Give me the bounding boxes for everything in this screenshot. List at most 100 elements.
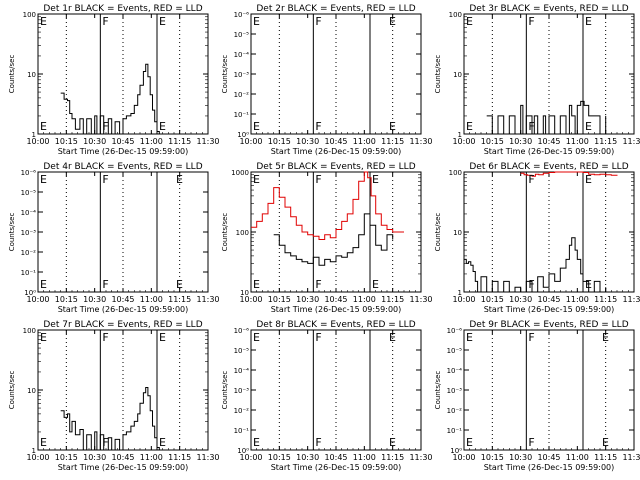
y-tick-label: 100 (236, 229, 249, 237)
x-tick-label: 10:00 (26, 453, 49, 462)
marker-label: E (159, 436, 166, 449)
chart-panel: Det 2r BLACK = Events, RED = LLD 10:00 10:… (221, 4, 433, 156)
marker-label: E (602, 436, 609, 449)
x-axis-label: Start Time (26-Dec-15 09:59:00) (271, 463, 402, 472)
marker-label: E (253, 331, 260, 344)
x-tick-label: 11:00 (140, 453, 163, 462)
marker-label: E (40, 278, 47, 291)
series-line (273, 213, 394, 266)
x-tick-label: 11:00 (566, 137, 589, 146)
x-tick-label: 10:45 (537, 295, 560, 304)
series-line (486, 100, 607, 135)
x-tick-label: 10:30 (296, 137, 319, 146)
y-tick-label: 10⁻³ (234, 387, 250, 395)
x-tick-label: 10:45 (537, 137, 560, 146)
y-tick-label: 10 (27, 387, 36, 395)
marker-label: F (102, 278, 108, 291)
marker-label: F (528, 120, 534, 133)
chart-panel: Det 9r BLACK = Events, RED = LLD 10:00 10:… (434, 320, 640, 472)
x-tick-label: 11:30 (622, 295, 640, 304)
y-tick-label: 100 (449, 169, 462, 177)
marker-label: E (602, 331, 609, 344)
marker-label: F (315, 331, 321, 344)
x-axis-label: Start Time (26-Dec-15 09:59:00) (484, 305, 615, 314)
chart-title: Det 4r BLACK = Events, RED = LLD (43, 162, 202, 172)
marker-label: E (466, 15, 473, 28)
x-tick-label: 11:30 (622, 137, 640, 146)
x-tick-label: 10:15 (268, 137, 291, 146)
chart-title: Det 8r BLACK = Events, RED = LLD (256, 320, 415, 330)
x-tick-label: 10:30 (296, 295, 319, 304)
y-tick-label: 10⁻¹ (234, 427, 250, 435)
x-tick-label: 11:15 (381, 137, 404, 146)
x-tick-label: 10:30 (509, 453, 532, 462)
chart-title: Det 7r BLACK = Events, RED = LLD (43, 320, 202, 330)
marker-label: F (315, 278, 321, 291)
y-tick-label: 1 (32, 131, 36, 139)
x-tick-label: 10:45 (111, 453, 134, 462)
x-tick-label: 10:15 (481, 137, 504, 146)
x-axis-label: Start Time (26-Dec-15 09:59:00) (58, 463, 189, 472)
x-tick-label: 10:15 (268, 295, 291, 304)
chart-panel: Det 4r BLACK = Events, RED = LLD 10:00 10:… (8, 162, 220, 314)
series-line (520, 171, 618, 177)
y-tick-label: 10⁰ (450, 447, 462, 455)
x-tick-label: 11:00 (140, 295, 163, 304)
marker-label: E (253, 15, 260, 28)
y-axis-label: Counts/sec (8, 213, 16, 252)
x-tick-label: 11:30 (196, 453, 219, 462)
chart-title: Det 6r BLACK = Events, RED = LLD (469, 162, 628, 172)
x-tick-label: 10:30 (509, 137, 532, 146)
x-tick-label: 10:15 (481, 295, 504, 304)
x-tick-label: 11:00 (353, 453, 376, 462)
marker-label: E (466, 331, 473, 344)
marker-label: E (176, 278, 183, 291)
x-tick-label: 11:30 (622, 453, 640, 462)
x-tick-label: 11:30 (409, 453, 432, 462)
x-tick-label: 10:00 (239, 453, 262, 462)
marker-label: E (40, 120, 47, 133)
y-axis-label: Counts/sec (221, 371, 229, 410)
y-axis-label: Counts/sec (434, 213, 442, 252)
chart-title: Det 2r BLACK = Events, RED = LLD (256, 4, 415, 14)
x-tick-label: 11:15 (381, 295, 404, 304)
marker-label: E (389, 15, 396, 28)
x-tick-label: 11:15 (168, 137, 191, 146)
x-tick-label: 10:00 (26, 295, 49, 304)
x-tick-label: 10:30 (83, 453, 106, 462)
x-tick-label: 10:00 (452, 295, 475, 304)
marker-label: E (372, 173, 379, 186)
y-tick-label: 10 (27, 71, 36, 79)
x-tick-label: 10:15 (268, 453, 291, 462)
y-tick-label: 10⁻² (234, 407, 250, 415)
y-tick-label: 10⁰ (237, 447, 249, 455)
x-tick-label: 10:45 (111, 137, 134, 146)
y-tick-label: 10⁻¹ (234, 111, 250, 119)
y-axis-label: Counts/sec (8, 371, 16, 410)
y-tick-label: 10⁻⁶ (21, 169, 37, 177)
y-tick-label: 100 (23, 11, 36, 19)
marker-label: F (315, 15, 321, 28)
y-tick-label: 10⁻⁵ (234, 347, 250, 355)
marker-label: F (102, 15, 108, 28)
marker-label: E (40, 15, 47, 28)
y-tick-label: 1 (32, 447, 36, 455)
marker-label: F (528, 436, 534, 449)
y-axis-label: Counts/sec (8, 55, 16, 94)
x-tick-label: 11:15 (381, 453, 404, 462)
chart-panel: Det 5r BLACK = Events, RED = LLD 10:00 10:… (221, 162, 433, 314)
x-tick-label: 10:30 (83, 295, 106, 304)
x-tick-label: 10:30 (83, 137, 106, 146)
y-tick-label: 10⁻⁴ (234, 51, 250, 59)
marker-label: E (585, 120, 592, 133)
y-axis-label: Counts/sec (221, 213, 229, 252)
y-tick-label: 10⁻⁴ (447, 367, 463, 375)
marker-label: F (528, 15, 534, 28)
marker-label: E (389, 331, 396, 344)
marker-label: E (40, 331, 47, 344)
series-line (464, 237, 607, 293)
y-tick-label: 10⁻⁴ (234, 367, 250, 375)
x-tick-label: 10:15 (55, 453, 78, 462)
x-tick-label: 11:00 (566, 295, 589, 304)
